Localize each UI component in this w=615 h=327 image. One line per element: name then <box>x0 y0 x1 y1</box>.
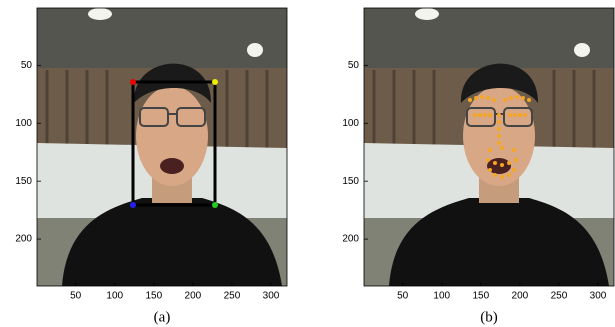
x-tick-label: 50 <box>397 291 409 302</box>
landmark <box>497 113 501 117</box>
landmark <box>468 98 472 102</box>
x-tick-label: 100 <box>433 291 450 302</box>
landmark <box>497 120 501 124</box>
x-tick-label: 250 <box>224 291 241 302</box>
corner <box>130 79 136 85</box>
landmark <box>508 113 512 117</box>
landmark <box>478 113 482 117</box>
x-tick-label: 200 <box>512 291 529 302</box>
landmark <box>509 96 513 100</box>
corner <box>212 202 218 208</box>
landmark <box>473 113 477 117</box>
landmark <box>474 96 478 100</box>
landmark <box>503 98 507 102</box>
landmark <box>500 163 504 167</box>
x-tick-label: 300 <box>590 291 607 302</box>
landmark <box>512 148 516 152</box>
y-tick-label: 200 <box>15 234 32 245</box>
corner <box>212 79 218 85</box>
y-tick-label: 200 <box>342 234 359 245</box>
landmark <box>488 148 492 152</box>
landmark <box>486 158 490 162</box>
panel-b-image <box>364 8 614 286</box>
landmark <box>480 95 484 99</box>
landmark <box>500 175 504 179</box>
panel-a-image <box>37 8 287 286</box>
y-tick-label: 100 <box>342 118 359 129</box>
landmark <box>483 113 487 117</box>
x-tick-label: 200 <box>185 291 202 302</box>
y-tick-label: 150 <box>15 176 32 187</box>
landmark <box>497 134 501 138</box>
landmark <box>523 113 527 117</box>
caption: (a) <box>154 309 171 325</box>
y-tick-label: 50 <box>348 60 360 71</box>
y-tick-label: 50 <box>21 60 33 71</box>
landmark <box>513 113 517 117</box>
x-tick-label: 100 <box>106 291 123 302</box>
landmark <box>515 95 519 99</box>
caption: (b) <box>480 309 498 325</box>
landmark <box>497 127 501 131</box>
landmark <box>507 173 511 177</box>
corner <box>130 202 136 208</box>
landmark <box>518 113 522 117</box>
photo <box>364 8 614 286</box>
landmark <box>500 146 504 150</box>
landmark <box>521 96 525 100</box>
landmark <box>488 168 492 172</box>
landmark <box>488 113 492 117</box>
x-tick-label: 150 <box>472 291 489 302</box>
x-tick-label: 300 <box>263 291 280 302</box>
landmark <box>493 173 497 177</box>
landmark <box>507 161 511 165</box>
y-tick-label: 150 <box>342 176 359 187</box>
x-tick-label: 150 <box>145 291 162 302</box>
x-tick-label: 50 <box>70 291 82 302</box>
landmark <box>493 161 497 165</box>
y-tick-label: 100 <box>15 118 32 129</box>
figure: 50 100 150 200 250 300 50 100 150 200 (a) 50 100 150 2… <box>0 0 615 327</box>
landmark <box>512 168 516 172</box>
landmark <box>527 98 531 102</box>
landmark <box>492 98 496 102</box>
landmark <box>514 158 518 162</box>
landmark <box>497 141 501 145</box>
photo <box>37 8 287 286</box>
x-tick-label: 250 <box>551 291 568 302</box>
landmark <box>486 96 490 100</box>
